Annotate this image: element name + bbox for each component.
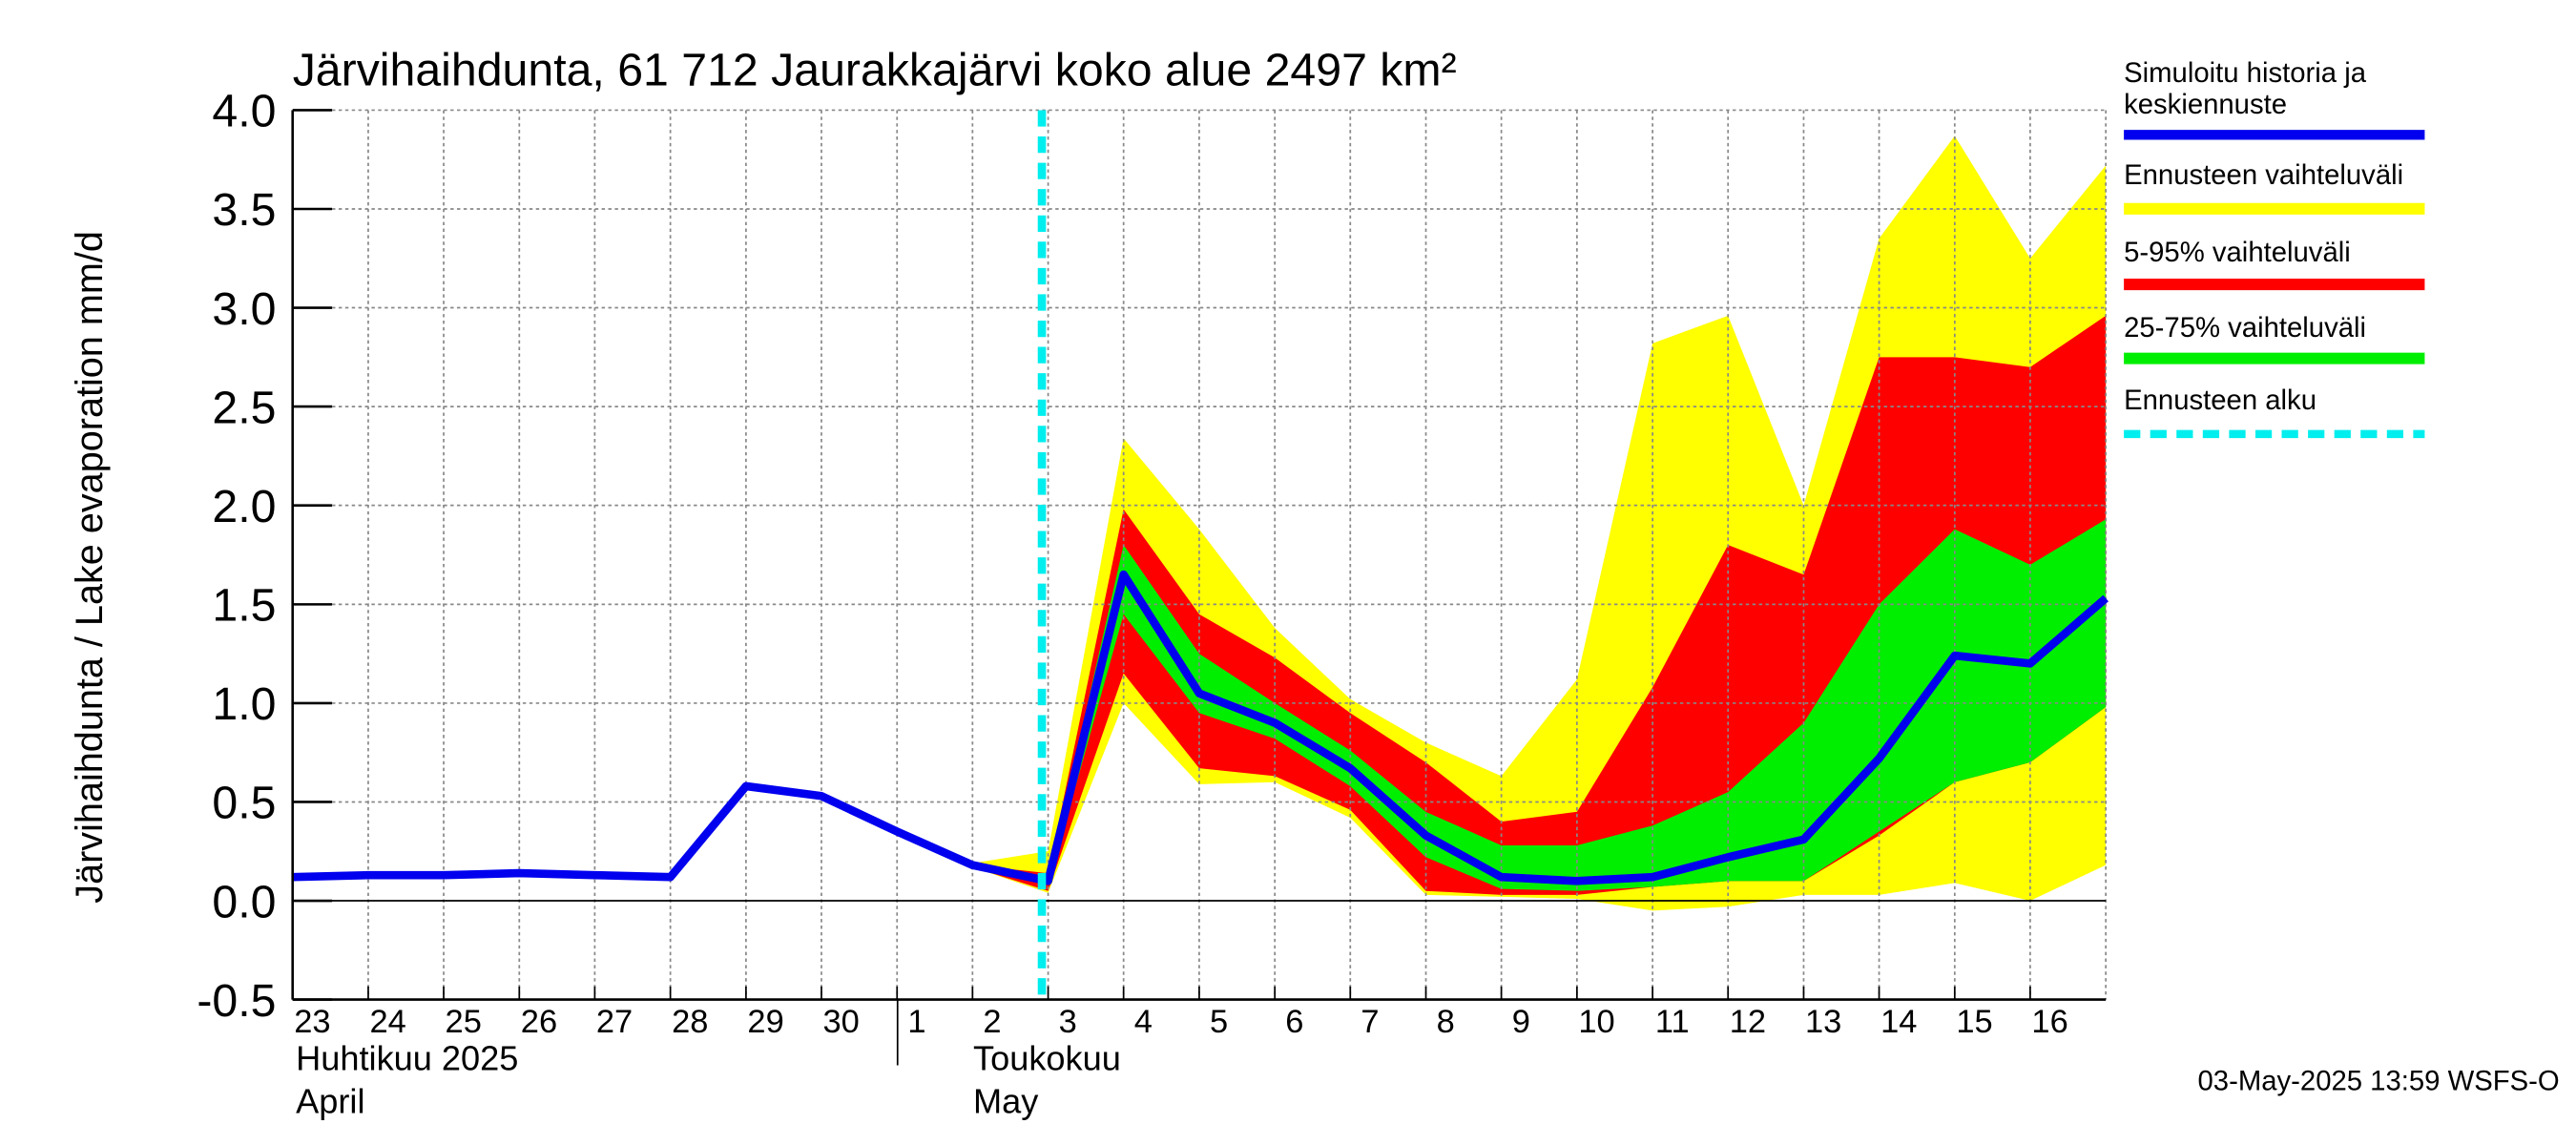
x-tick-label: 8 — [1437, 1004, 1455, 1040]
y-tick-label: 2.0 — [212, 481, 276, 532]
y-tick-label: -0.5 — [197, 975, 276, 1027]
x-tick-label: 28 — [672, 1004, 708, 1040]
x-tick-label: 1 — [907, 1004, 925, 1040]
x-tick-label: 4 — [1134, 1004, 1153, 1040]
y-axis-label: Järvihaihdunta / Lake evaporation mm/d — [69, 231, 111, 904]
x-tick-label: 16 — [2031, 1004, 2067, 1040]
x-tick-label: 24 — [369, 1004, 405, 1040]
x-tick-label: 23 — [294, 1004, 330, 1040]
x-tick-label: 7 — [1361, 1004, 1379, 1040]
legend-label-range-5-95: 5-95% vaihteluväli — [2124, 237, 2351, 268]
chart-title: Järvihaihdunta, 61 712 Jaurakkajärvi kok… — [293, 45, 1457, 96]
month-label-april-en: April — [296, 1081, 364, 1120]
x-tick-label: 3 — [1059, 1004, 1077, 1040]
x-tick-label: 25 — [446, 1004, 482, 1040]
y-tick-label: 3.5 — [212, 184, 276, 236]
x-tick-label: 9 — [1512, 1004, 1530, 1040]
x-tick-label: 11 — [1655, 1004, 1690, 1040]
y-tick-label: 2.5 — [212, 382, 276, 433]
x-tick-label: 2 — [983, 1004, 1001, 1040]
x-tick-label: 26 — [521, 1004, 557, 1040]
y-tick-label: 0.5 — [212, 778, 276, 829]
legend-label-history-line1: Simuloitu historia ja — [2124, 57, 2367, 89]
footer-timestamp: 03-May-2025 13:59 WSFS-O — [2198, 1065, 2560, 1096]
x-tick-label: 14 — [1880, 1004, 1917, 1040]
month-label-may-fi: Toukokuu — [973, 1039, 1121, 1078]
y-tick-label: 3.0 — [212, 283, 276, 335]
legend-label-range-25-75: 25-75% vaihteluväli — [2124, 312, 2366, 344]
x-tick-label: 12 — [1730, 1004, 1766, 1040]
y-tick-layer: -0.5 0.0 0.5 1.0 1.5 2.0 2.5 3.0 3.5 4.0 — [197, 86, 333, 1027]
x-tick-label: 27 — [596, 1004, 633, 1040]
y-tick-label: 0.0 — [212, 876, 276, 927]
legend-label-history-line2: keskiennuste — [2124, 89, 2287, 120]
y-tick-label: 1.5 — [212, 580, 276, 632]
y-tick-label: 1.0 — [212, 678, 276, 730]
line-layer — [292, 570, 2109, 885]
y-tick-label: 4.0 — [212, 86, 276, 137]
month-label-may-en: May — [973, 1081, 1039, 1120]
x-tick-label: 29 — [747, 1004, 783, 1040]
x-tick-label: 15 — [1956, 1004, 1992, 1040]
legend-label-range-full: Ennusteen vaihteluväli — [2124, 159, 2403, 191]
legend: Simuloitu historia ja keskiennuste Ennus… — [2124, 57, 2425, 439]
x-tick-label: 10 — [1578, 1004, 1614, 1040]
x-tick-label: 5 — [1210, 1004, 1228, 1040]
x-tick-layer: 23 24 25 26 27 28 29 30 1 2 3 4 5 6 7 8 9 10 11 12 13 14 15 16 — [291, 986, 2068, 1040]
x-tick-label: 6 — [1285, 1004, 1303, 1040]
legend-label-forecast-start: Ennusteen alku — [2124, 385, 2316, 416]
x-tick-label: 30 — [822, 1004, 859, 1040]
month-label-april-fi: Huhtikuu 2025 — [296, 1039, 518, 1078]
x-tick-label: 13 — [1805, 1004, 1841, 1040]
series-line-median — [292, 570, 2109, 885]
